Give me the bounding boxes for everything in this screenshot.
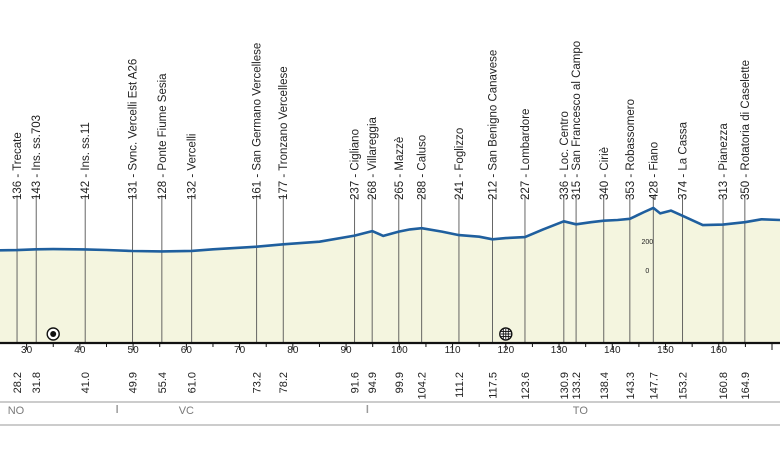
waypoint-name-label: 353 - Robassomero [625, 99, 637, 200]
waypoint-name-label: 136 - Trecate [12, 132, 24, 200]
waypoint-km-label: 104.2 [417, 372, 429, 400]
waypoint-km-label: 61.0 [187, 372, 199, 393]
x-tick-label: 150 [657, 345, 674, 356]
waypoint-km-label: 91.6 [350, 372, 362, 393]
waypoint-km-label: 111.2 [454, 372, 466, 398]
waypoint-name-label: 128 - Ponte Fiume Sesia [157, 73, 169, 200]
waypoint-km-label: 133.2 [571, 372, 583, 400]
waypoint-name-label: 142 - Ins. ss.11 [80, 122, 92, 200]
profile-line [0, 206, 780, 253]
waypoint-name-label: 265 - Mazzè [394, 137, 406, 200]
waypoint-km-label: 31.8 [31, 372, 43, 393]
x-tick-label: 30 [21, 345, 33, 356]
waypoint-name-label: 177 - Tronzano Vercellese [278, 66, 290, 200]
province-label: TO [573, 405, 589, 417]
bullseye-icon [46, 327, 60, 341]
waypoint-name-label: 288 - Caluso [417, 135, 429, 200]
waypoint-name-label: 143 - Ins. ss.703 [31, 115, 43, 200]
x-tick-label: 110 [445, 345, 461, 356]
x-tick-label: 100 [391, 345, 408, 356]
waypoint-name-label: 161 - San Germano Vercellese [252, 43, 264, 200]
waypoint-km-label: 94.9 [367, 372, 379, 393]
waypoint-km-label: 147.7 [648, 372, 660, 400]
waypoint-km-label: 78.2 [278, 372, 290, 393]
waypoint-km-label: 130.9 [559, 372, 571, 400]
waypoint-km-label: 73.2 [252, 372, 264, 393]
waypoint-name-label: 340 - Ciriè [599, 147, 611, 200]
waypoint-name-label: 428 - Fiano [648, 142, 660, 200]
waypoint-name-label: 313 - Pianezza [718, 123, 730, 200]
x-tick-label: 130 [551, 345, 568, 356]
waypoint-name-label: 131 - Svnc. Vercelli Est A26 [128, 59, 140, 200]
waypoint-name-label: 241 - Foglizzo [454, 128, 466, 200]
waypoint-name-label: 350 - Rotatoria di Caselette [740, 60, 752, 200]
x-tick-label: 120 [497, 345, 514, 356]
x-tick-label: 160 [710, 345, 727, 356]
waypoint-name-label: 374 - La Cassa [678, 121, 690, 200]
waypoint-km-label: 49.9 [128, 372, 140, 393]
x-tick-label: 50 [128, 345, 140, 356]
waypoint-km-label: 160.8 [718, 372, 730, 400]
waypoint-km-label: 138.4 [599, 372, 611, 400]
waypoint-name-label: 212 - San Benigno Canavese [488, 50, 500, 200]
waypoint-km-label: 153.2 [678, 372, 690, 400]
x-tick-label: 140 [604, 345, 621, 356]
grid-circle-icon [499, 327, 513, 341]
altitude-tick-label: 200 [641, 239, 653, 246]
x-tick-label: 90 [341, 345, 353, 356]
x-tick-label: 70 [234, 345, 246, 356]
waypoint-km-label: 117.5 [488, 372, 500, 399]
x-tick-label: 60 [181, 345, 193, 356]
waypoint-km-label: 99.9 [394, 372, 406, 393]
x-tick-label: 80 [287, 345, 299, 356]
waypoint-km-label: 143.3 [625, 372, 637, 400]
province-label: NO [8, 405, 25, 417]
province-label: VC [179, 405, 194, 417]
waypoint-name-label: 336 - Loc. Centro [559, 111, 571, 200]
x-tick-label: 40 [74, 345, 86, 356]
waypoint-km-label: 123.6 [520, 372, 532, 400]
waypoint-km-label: 55.4 [157, 372, 169, 393]
profile-area [0, 207, 780, 343]
waypoint-name-label: 132 - Vercelli [187, 134, 199, 200]
waypoint-km-label: 164.9 [740, 372, 752, 400]
waypoint-name-label: 237 - Cigliano [350, 129, 362, 200]
altitude-tick-label: 0 [645, 268, 649, 275]
waypoint-name-label: 268 - Villareggia [367, 116, 379, 200]
waypoint-km-label: 41.0 [80, 372, 92, 393]
waypoint-km-label: 28.2 [12, 372, 24, 393]
waypoint-name-label: 315 - San Francesco al Campo [571, 41, 583, 200]
waypoint-name-label: 227 - Lombardore [520, 109, 532, 200]
